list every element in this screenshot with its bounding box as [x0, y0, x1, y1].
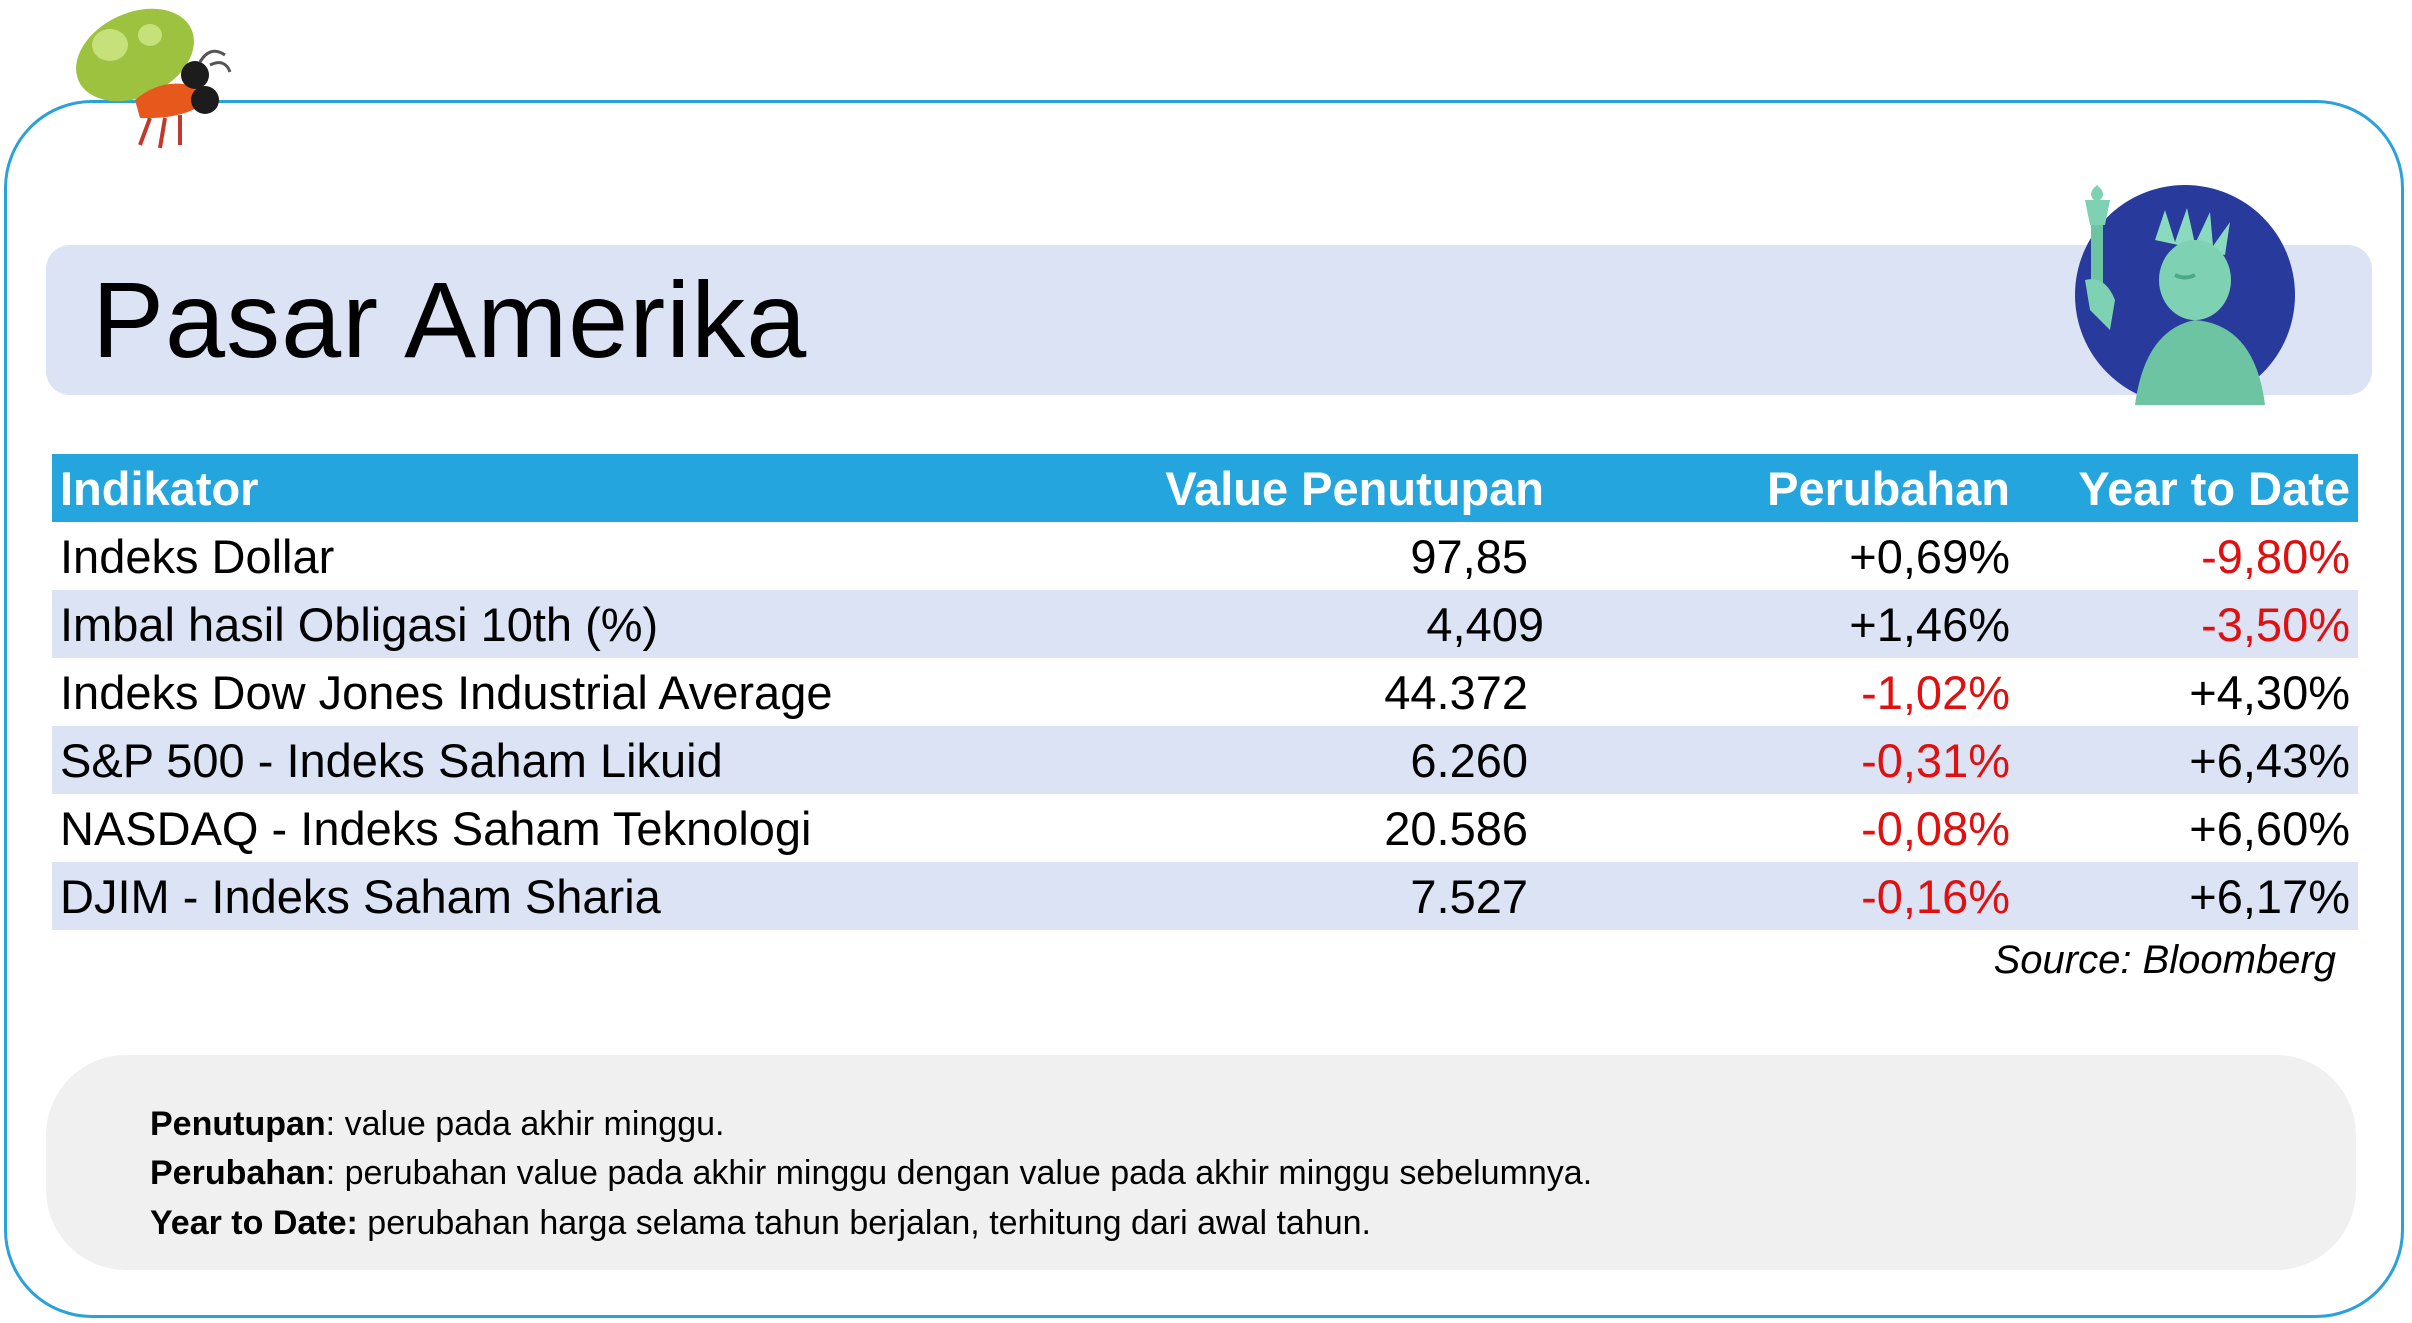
indicator-cell: Indeks Dollar — [60, 529, 335, 583]
col-header-indikator: Indikator — [52, 454, 1052, 522]
indicator-cell: Indeks Dow Jones Industrial Average — [60, 665, 833, 719]
value-cell: 4,409 — [1052, 590, 1552, 658]
note-text: : perubahan value pada akhir minggu deng… — [325, 1154, 1593, 1192]
note-term: Penutupan — [150, 1105, 326, 1143]
col-header-perubahan: Perubahan — [1552, 454, 2018, 522]
value-cell: 44.372 — [1384, 665, 1528, 719]
title-bar — [46, 245, 2372, 395]
note-text: : value pada akhir minggu. — [325, 1105, 725, 1143]
table-row: Indeks Dollar 97,85 +0,69% -9,80% — [52, 522, 2358, 590]
ytd-cell: -9,80% — [2201, 529, 2350, 583]
table-row: S&P 500 - Indeks Saham Likuid 6.260 -0,3… — [52, 726, 2358, 794]
indicator-cell: NASDAQ - Indeks Saham Teknologi — [60, 801, 812, 855]
col-header-ytd: Year to Date — [2018, 454, 2358, 522]
bug-mascot-icon — [76, 8, 232, 149]
ytd-cell: +6,60% — [2189, 801, 2350, 855]
note-term: Perubahan — [150, 1154, 326, 1192]
market-table: Indikator Value Penutupan Perubahan Year… — [52, 454, 2358, 930]
source-caption: Source: Bloomberg — [1993, 938, 2336, 982]
ytd-cell: -3,50% — [2018, 590, 2358, 658]
table-row: NASDAQ - Indeks Saham Teknologi 20.586 -… — [52, 794, 2358, 862]
ytd-cell: +4,30% — [2189, 665, 2350, 719]
change-cell: +1,46% — [1552, 590, 2018, 658]
value-cell: 6.260 — [1052, 726, 1552, 794]
note-perubahan: Perubahan: perubahan value pada akhir mi… — [150, 1150, 1592, 1196]
change-cell: -1,02% — [1861, 665, 2010, 719]
change-cell: -0,31% — [1552, 726, 2018, 794]
note-ytd: Year to Date: perubahan harga selama tah… — [150, 1200, 1371, 1246]
value-cell: 7.527 — [1052, 862, 1552, 930]
col-header-value: Value Penutupan — [1052, 454, 1552, 522]
indicator-cell: DJIM - Indeks Saham Sharia — [52, 862, 1052, 930]
statue-of-liberty-icon — [2075, 185, 2295, 405]
ytd-cell: +6,17% — [2018, 862, 2358, 930]
change-cell: +0,69% — [1849, 529, 2010, 583]
notes-box — [46, 1055, 2356, 1270]
change-cell: -0,16% — [1552, 862, 2018, 930]
page-title: Pasar Amerika — [92, 259, 808, 380]
ytd-cell: +6,43% — [2018, 726, 2358, 794]
table-row: Imbal hasil Obligasi 10th (%) 4,409 +1,4… — [52, 590, 2358, 658]
value-cell: 97,85 — [1410, 529, 1528, 583]
change-cell: -0,08% — [1861, 801, 2010, 855]
table-row: Indeks Dow Jones Industrial Average 44.3… — [52, 658, 2358, 726]
indicator-cell: Imbal hasil Obligasi 10th (%) — [52, 590, 1052, 658]
note-term: Year to Date: — [150, 1204, 358, 1242]
note-text: perubahan harga selama tahun berjalan, t… — [357, 1204, 1372, 1242]
indicator-cell: S&P 500 - Indeks Saham Likuid — [52, 726, 1052, 794]
table-row: DJIM - Indeks Saham Sharia 7.527 -0,16% … — [52, 862, 2358, 930]
note-penutupan: Penutupan: value pada akhir minggu. — [150, 1101, 724, 1147]
table-header-row: Indikator Value Penutupan Perubahan Year… — [52, 454, 2358, 522]
value-cell: 20.586 — [1384, 801, 1528, 855]
